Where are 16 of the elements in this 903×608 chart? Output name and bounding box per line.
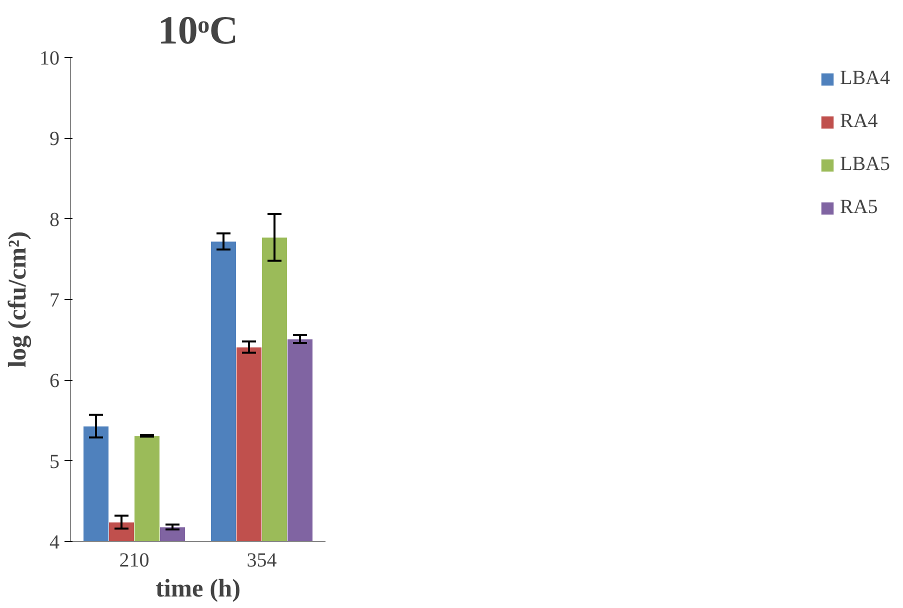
legend-label: RA4 <box>840 110 878 133</box>
y-tick-label: 4 <box>50 532 60 554</box>
y-tick-label: 10 <box>40 48 60 70</box>
x-tick-label: 210 <box>119 550 150 572</box>
x-axis-title: time (h) <box>155 574 241 602</box>
y-tick-label: 5 <box>50 450 60 473</box>
legend-label: LBA5 <box>840 153 890 176</box>
y-tick-label: 7 <box>50 290 60 312</box>
legend-label: RA5 <box>840 196 878 219</box>
y-tick-label: 6 <box>50 370 60 392</box>
x-tick-label: 354 <box>246 550 277 572</box>
y-axis-title: log (cfu/cm²) <box>4 231 32 368</box>
y-tick-label: 9 <box>50 128 60 150</box>
chart-title: 10ᵒC <box>158 8 238 52</box>
legend-label: LBA4 <box>840 67 890 90</box>
y-tick-label: 8 <box>50 208 60 231</box>
